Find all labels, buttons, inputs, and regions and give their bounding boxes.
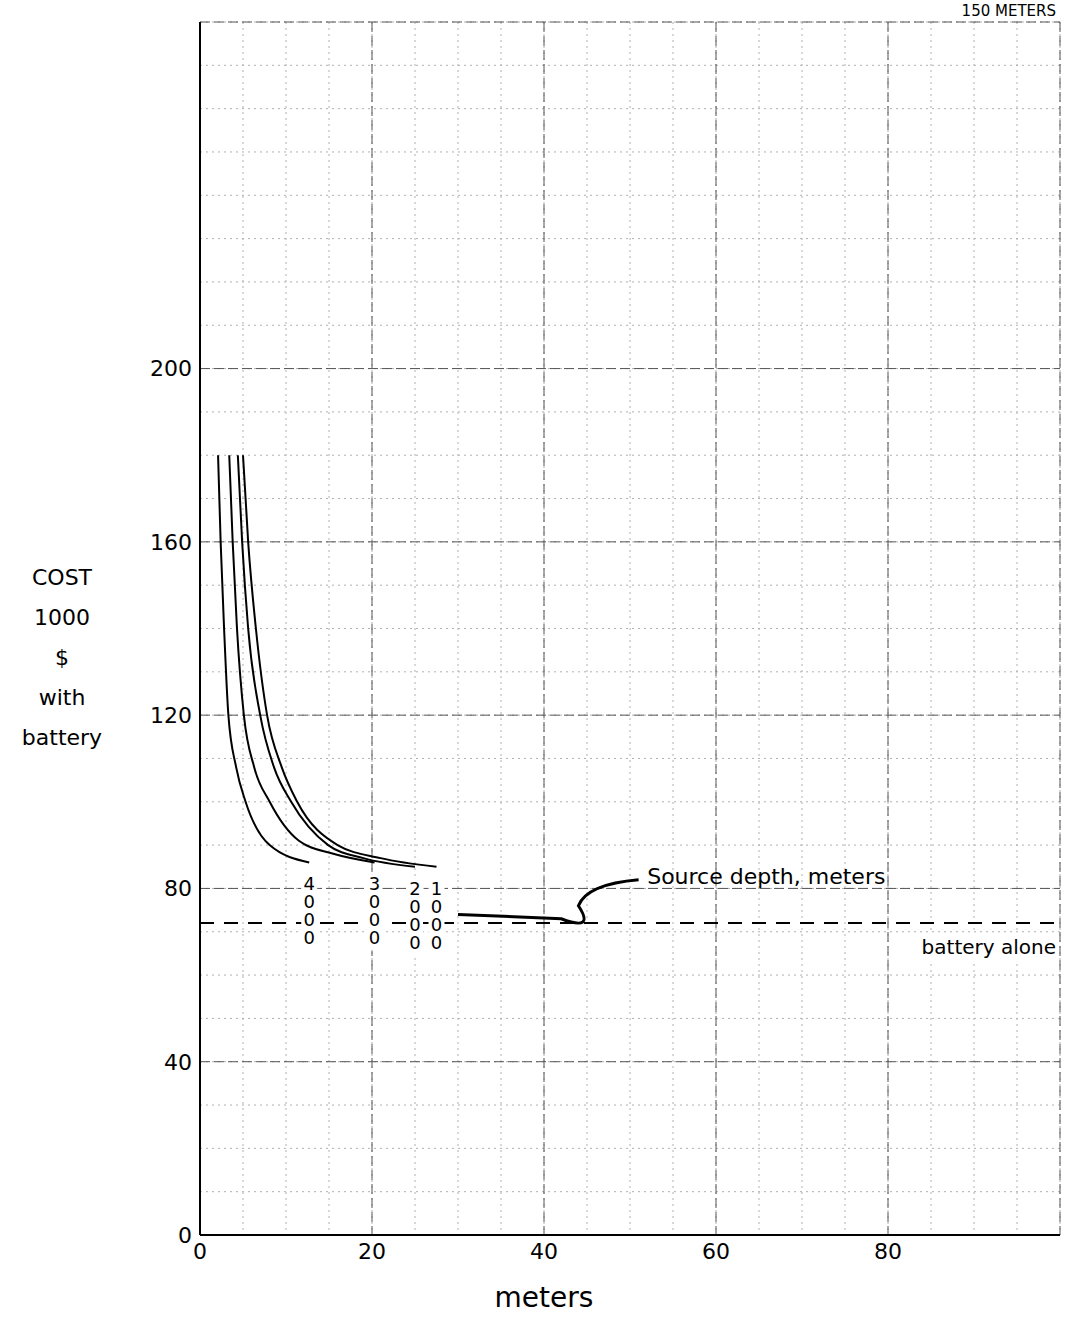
svg-text:40: 40 — [530, 1239, 558, 1264]
svg-text:COST: COST — [32, 565, 93, 590]
svg-text:with: with — [39, 685, 86, 710]
svg-text:0: 0 — [369, 891, 380, 912]
svg-text:battery: battery — [22, 725, 102, 750]
svg-text:1: 1 — [431, 878, 442, 899]
svg-text:80: 80 — [874, 1239, 902, 1264]
svg-text:0: 0 — [178, 1223, 192, 1248]
svg-text:4: 4 — [303, 873, 314, 894]
svg-text:3: 3 — [369, 873, 380, 894]
svg-text:150 METERS: 150 METERS — [962, 2, 1056, 20]
svg-text:2: 2 — [409, 878, 420, 899]
svg-text:0: 0 — [369, 927, 380, 948]
svg-text:0: 0 — [193, 1239, 207, 1264]
svg-text:200: 200 — [150, 356, 192, 381]
svg-text:120: 120 — [150, 703, 192, 728]
svg-text:80: 80 — [164, 876, 192, 901]
svg-text:0: 0 — [409, 896, 420, 917]
svg-text:60: 60 — [702, 1239, 730, 1264]
svg-text:0: 0 — [409, 914, 420, 935]
svg-text:40: 40 — [164, 1050, 192, 1075]
svg-text:0: 0 — [303, 927, 314, 948]
svg-text:0: 0 — [303, 909, 314, 930]
svg-text:$: $ — [55, 645, 69, 670]
svg-text:160: 160 — [150, 530, 192, 555]
svg-text:battery alone: battery alone — [922, 935, 1056, 959]
svg-text:20: 20 — [358, 1239, 386, 1264]
svg-text:0: 0 — [409, 932, 420, 953]
svg-text:0: 0 — [431, 932, 442, 953]
svg-text:0: 0 — [369, 909, 380, 930]
svg-text:0: 0 — [303, 891, 314, 912]
svg-text:meters: meters — [495, 1281, 594, 1314]
svg-text:1000: 1000 — [34, 605, 90, 630]
svg-text:0: 0 — [431, 914, 442, 935]
svg-text:0: 0 — [431, 896, 442, 917]
svg-text:Source depth, meters: Source depth, meters — [647, 864, 885, 889]
